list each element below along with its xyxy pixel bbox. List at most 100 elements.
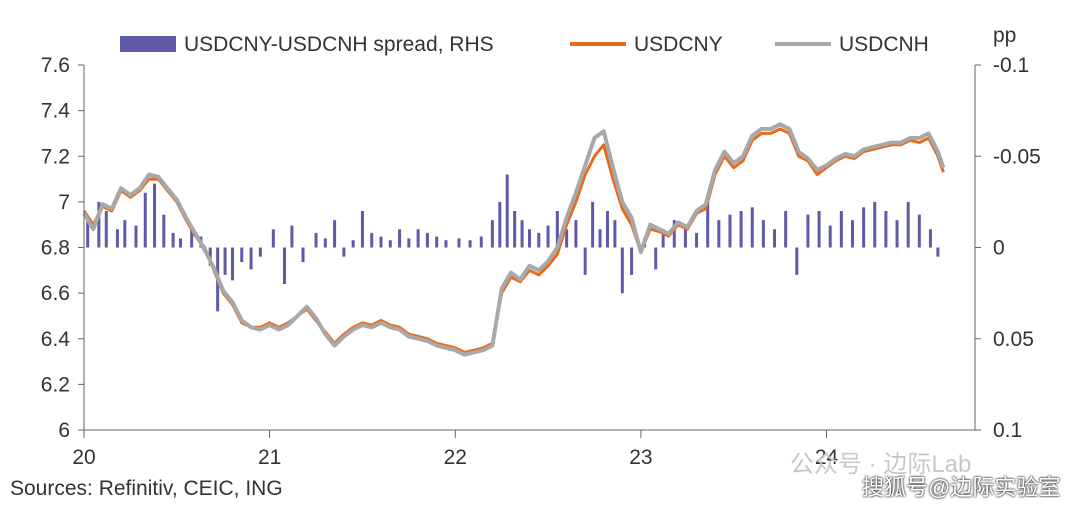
spread-bar [115,229,119,248]
right-tick-label: 0 [993,237,1005,260]
spread-bar [728,214,732,248]
spread-bar [555,211,559,248]
left-tick-label: 6.8 [41,237,70,260]
series-lines [82,122,946,357]
spread-bar [407,238,411,248]
left-tick-label: 6.6 [41,282,70,305]
spread-bar [613,220,617,248]
spread-bar [528,229,531,248]
spread-bar [425,232,429,248]
right-tick-label: -0.1 [993,54,1029,77]
right-tick-label: 0.05 [993,328,1034,351]
source-note: Sources: Refinitiv, CEIC, ING [10,477,283,500]
legend: USDCNY-USDCNH spread, RHS USDCNY USDCNH [120,33,929,56]
spread-bar [884,211,888,248]
spread-bar [379,236,383,248]
spread-bar [828,225,832,248]
left-tick-label: 7.6 [41,54,70,77]
spread-bar [583,247,587,275]
spread-bar [479,236,483,248]
spread-bar [398,229,402,248]
spread-bar [784,211,788,248]
spread-bar [360,211,364,248]
spread-bar [513,211,517,248]
x-tick-label: 21 [258,446,281,469]
spread-bar [806,214,810,248]
x-tick-label: 24 [815,446,839,469]
spread-bar [591,201,595,248]
left-tick-label: 7.2 [41,145,70,168]
spread-bar [134,225,138,248]
spread-bar [773,229,777,248]
left-tick-label: 7.4 [41,100,71,123]
left-tick-label: 7 [58,191,70,214]
spread-bar [162,214,166,248]
spread-bar [314,232,318,248]
legend-label: USDCNH [839,33,929,56]
left-tick-label: 6.2 [41,373,70,396]
spread-bar [468,240,472,248]
spread-bar [351,240,355,248]
spread-bar [928,229,932,248]
spread-bar [683,225,687,248]
series-line-usdcnh [82,122,946,357]
spread-bar [605,211,609,248]
spread-bar [290,225,294,248]
spread-bar [672,220,676,248]
spread-bar [240,247,244,263]
axes: 6 6.2 6.4 6.6 6.8 7 7.2 7.4 7.6 -0.1 -0.05 0 0.05 0.1… [41,24,1041,469]
spread-bar [520,220,524,248]
spread-bar [123,220,127,248]
spread-bar [171,232,175,248]
left-tick-label: 6 [58,419,70,442]
legend-label: USDCNY [634,33,723,56]
spread-bar [97,201,101,248]
spread-bar [546,225,550,248]
spread-bar [537,232,541,248]
watermark-wechat: 公众号 · 边际Lab [790,451,972,478]
right-tick-label: 0.1 [993,419,1022,442]
spread-bar [490,220,494,248]
spread-bar [862,207,866,248]
x-tick-label: 20 [72,446,95,469]
spread-bar [839,211,843,248]
spread-bar [706,201,710,248]
x-tick-label: 23 [629,446,652,469]
spread-bar [630,247,634,275]
spread-bar [323,238,327,248]
spread-bar [498,201,502,248]
spread-bar [153,183,157,248]
legend-swatch-spread [120,36,176,52]
spread-bar [388,240,392,248]
spread-bar [416,229,420,248]
spread-bar [179,238,183,248]
spread-bar [457,238,461,248]
spread-bar [505,174,509,248]
right-tick-label: -0.05 [993,145,1041,168]
spread-bar [574,220,578,248]
spread-bar [444,240,448,248]
spread-bars [86,174,940,312]
spread-bar [917,214,921,248]
spread-bar [190,225,194,248]
spread-bar [598,229,602,248]
spread-bar [895,220,899,248]
spread-bar [873,201,877,248]
spread-bar [817,211,821,248]
spread-bar [333,220,337,248]
spread-bar [750,207,754,248]
spread-bar [104,211,108,248]
spread-bar [906,201,910,248]
spread-bar [249,247,253,270]
spread-bar [301,247,305,263]
spread-bar [739,211,743,248]
spread-bar [761,220,765,248]
spread-bar [936,247,940,257]
spread-bar [370,232,374,248]
watermark-sohu: 搜狐号@边际实验室 [862,475,1061,500]
spread-bar [435,236,439,248]
spread-bar [258,247,262,257]
spread-bar [231,247,234,281]
spread-bar [223,247,227,275]
